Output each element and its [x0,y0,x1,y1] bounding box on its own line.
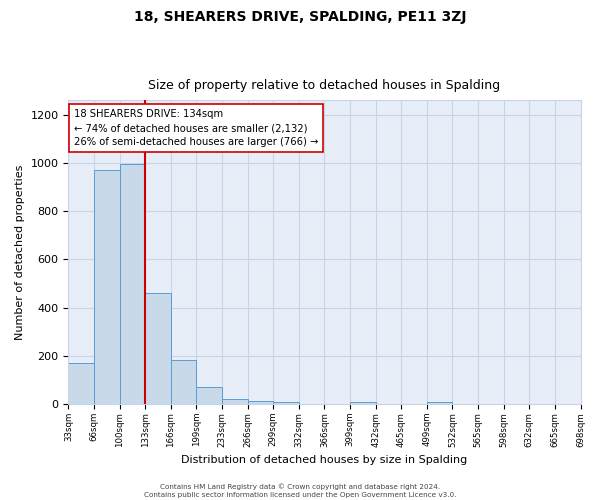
Bar [145,293,171,404]
Bar [68,363,94,404]
Bar [94,170,119,404]
Text: Contains HM Land Registry data © Crown copyright and database right 2024.
Contai: Contains HM Land Registry data © Crown c… [144,484,456,498]
Bar [350,402,376,404]
Y-axis label: Number of detached properties: Number of detached properties [15,164,25,340]
Bar [273,402,299,404]
Title: Size of property relative to detached houses in Spalding: Size of property relative to detached ho… [148,79,500,92]
Bar [222,399,248,404]
X-axis label: Distribution of detached houses by size in Spalding: Distribution of detached houses by size … [181,455,467,465]
Bar [427,402,452,404]
Bar [171,360,196,404]
Bar [196,388,222,404]
Bar [119,164,145,404]
Text: 18, SHEARERS DRIVE, SPALDING, PE11 3ZJ: 18, SHEARERS DRIVE, SPALDING, PE11 3ZJ [134,10,466,24]
Text: 18 SHEARERS DRIVE: 134sqm
← 74% of detached houses are smaller (2,132)
26% of se: 18 SHEARERS DRIVE: 134sqm ← 74% of detac… [74,109,318,147]
Bar [248,401,273,404]
